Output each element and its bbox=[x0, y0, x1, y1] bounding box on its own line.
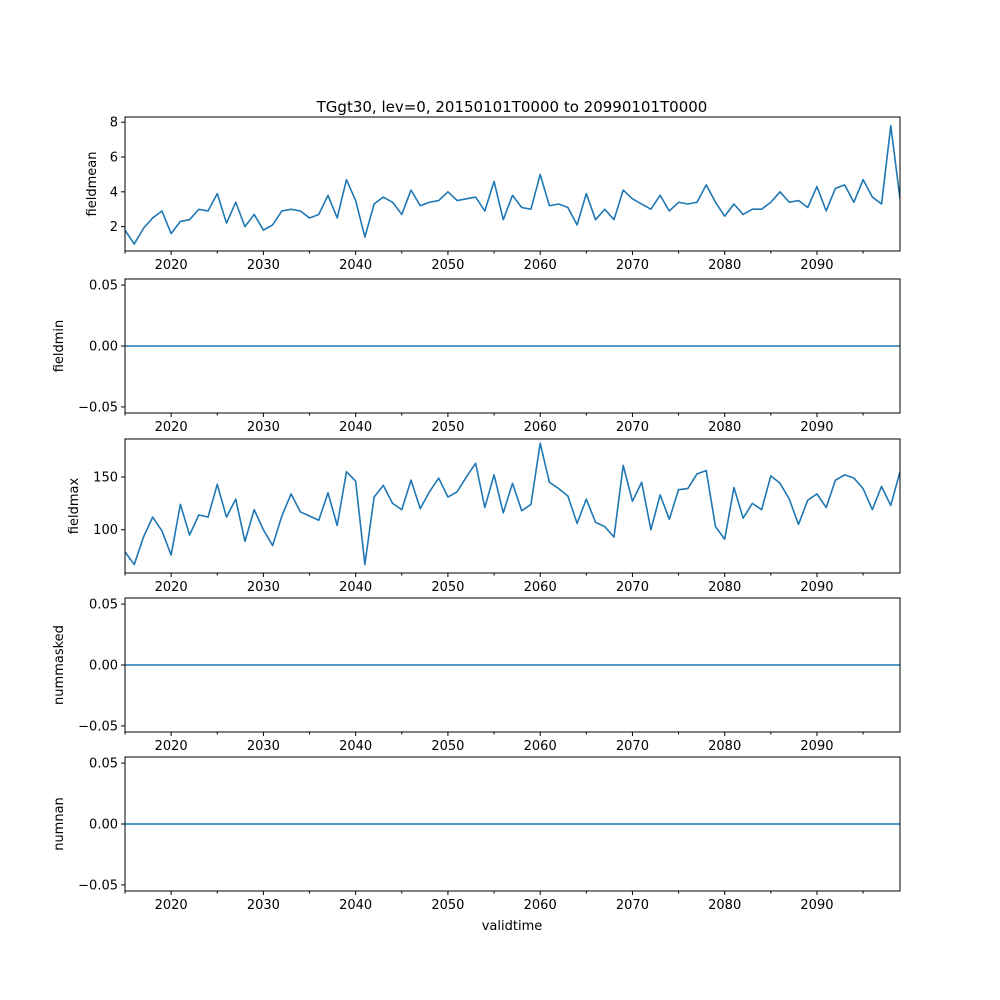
fieldmin-y-axis-label: fieldmin bbox=[52, 320, 67, 373]
numnan-ytick-label: 0.00 bbox=[89, 818, 118, 833]
fieldmin-xtick-label: 2040 bbox=[339, 420, 372, 435]
panel-fieldmin: −0.05 0.00 0.05 2020 2030 2040 2050 2060 2070 208… bbox=[52, 278, 901, 435]
fieldmax-xtick-label: 2080 bbox=[708, 580, 741, 595]
nummasked-xtick-label: 2060 bbox=[524, 739, 557, 754]
fieldmean-ytick-label: 2 bbox=[110, 220, 118, 235]
fieldmean-xtick-label: 2040 bbox=[339, 258, 372, 273]
fieldmax-xtick-label: 2040 bbox=[339, 580, 372, 595]
fieldmean-xtick-label: 2050 bbox=[431, 258, 464, 273]
nummasked-ytick-label: −0.05 bbox=[78, 719, 118, 734]
fieldmin-ytick-label: −0.05 bbox=[78, 400, 118, 415]
numnan-xtick-label: 2020 bbox=[155, 898, 188, 913]
numnan-y-axis-label: numnan bbox=[52, 797, 67, 851]
fieldmean-axes-frame bbox=[124, 116, 901, 252]
fieldmin-xtick-label: 2090 bbox=[800, 420, 833, 435]
nummasked-xtick-label: 2070 bbox=[616, 739, 649, 754]
fieldmean-y-axis-label: fieldmean bbox=[85, 152, 100, 217]
fieldmean-ytick-label: 6 bbox=[110, 151, 118, 166]
fieldmax-xtick-label: 2090 bbox=[800, 580, 833, 595]
nummasked-xtick-label: 2030 bbox=[247, 739, 280, 754]
numnan-axes-frame bbox=[124, 756, 901, 892]
fieldmean-series-line bbox=[125, 124, 900, 245]
nummasked-xtick-label: 2020 bbox=[155, 739, 188, 754]
fieldmean-xtick-label: 2070 bbox=[616, 258, 649, 273]
numnan-xtick-label: 2030 bbox=[247, 898, 280, 913]
panel-numnan: −0.05 0.00 0.05 2020 2030 2040 2050 2060 2070 208… bbox=[52, 756, 901, 913]
fieldmean-xtick-label: 2090 bbox=[800, 258, 833, 273]
fieldmean-ytick-label: 4 bbox=[110, 185, 118, 200]
nummasked-ytick-label: 0.00 bbox=[89, 659, 118, 674]
fieldmin-ytick-label: 0.00 bbox=[89, 340, 118, 355]
nummasked-xtick-label: 2050 bbox=[431, 739, 464, 754]
fieldmean-xtick-label: 2030 bbox=[247, 258, 280, 273]
fieldmean-xtick-label: 2060 bbox=[524, 258, 557, 273]
fieldmin-xtick-label: 2030 bbox=[247, 420, 280, 435]
fieldmean-xtick-label: 2020 bbox=[155, 258, 188, 273]
fieldmin-xtick-label: 2020 bbox=[155, 420, 188, 435]
fieldmax-series-line bbox=[125, 442, 900, 566]
figure-title: TGgt30, lev=0, 20150101T0000 to 20990101… bbox=[316, 98, 708, 116]
panel-fieldmean: 2 4 6 8 2020 2030 2040 2050 2060 2070 2080 2090 fiel… bbox=[85, 116, 901, 273]
nummasked-xtick-label: 2090 bbox=[800, 739, 833, 754]
x-axis-label: validtime bbox=[482, 919, 543, 934]
fieldmin-ytick-label: 0.05 bbox=[89, 279, 118, 294]
numnan-xtick-label: 2080 bbox=[708, 898, 741, 913]
numnan-ytick-label: 0.05 bbox=[89, 757, 118, 772]
fieldmin-xtick-label: 2060 bbox=[524, 420, 557, 435]
numnan-xtick-label: 2050 bbox=[431, 898, 464, 913]
panel-fieldmax: 100 150 2020 2030 2040 2050 2060 2070 2080 2090 fi… bbox=[67, 438, 901, 595]
fieldmax-xtick-label: 2050 bbox=[431, 580, 464, 595]
numnan-xtick-label: 2040 bbox=[339, 898, 372, 913]
fieldmax-y-axis-label: fieldmax bbox=[67, 478, 82, 535]
fieldmax-ytick-label: 100 bbox=[93, 523, 118, 538]
numnan-xtick-label: 2060 bbox=[524, 898, 557, 913]
fieldmin-xtick-label: 2070 bbox=[616, 420, 649, 435]
panels: 2 4 6 8 2020 2030 2040 2050 2060 2070 2080 2090 fiel… bbox=[52, 116, 901, 913]
fieldmean-ytick-label: 8 bbox=[110, 116, 118, 131]
nummasked-y-axis-label: nummasked bbox=[52, 625, 67, 705]
numnan-xtick-label: 2090 bbox=[800, 898, 833, 913]
fieldmax-ytick-label: 150 bbox=[93, 470, 118, 485]
nummasked-xtick-label: 2080 bbox=[708, 739, 741, 754]
panel-nummasked: −0.05 0.00 0.05 2020 2030 2040 2050 2060 2070 208… bbox=[52, 597, 901, 754]
fieldmin-xtick-label: 2050 bbox=[431, 420, 464, 435]
fieldmax-xtick-label: 2070 bbox=[616, 580, 649, 595]
fieldmax-xtick-label: 2060 bbox=[524, 580, 557, 595]
fieldmean-xtick-label: 2080 bbox=[708, 258, 741, 273]
fieldmax-xtick-label: 2030 bbox=[247, 580, 280, 595]
fieldmax-axes-frame bbox=[124, 438, 901, 574]
nummasked-xtick-label: 2040 bbox=[339, 739, 372, 754]
nummasked-axes-frame bbox=[124, 597, 901, 733]
fieldmax-xtick-label: 2020 bbox=[155, 580, 188, 595]
fieldmin-xtick-label: 2080 bbox=[708, 420, 741, 435]
nummasked-ytick-label: 0.05 bbox=[89, 598, 118, 613]
numnan-xtick-label: 2070 bbox=[616, 898, 649, 913]
fieldmin-axes-frame bbox=[124, 278, 901, 414]
numnan-ytick-label: −0.05 bbox=[78, 878, 118, 893]
